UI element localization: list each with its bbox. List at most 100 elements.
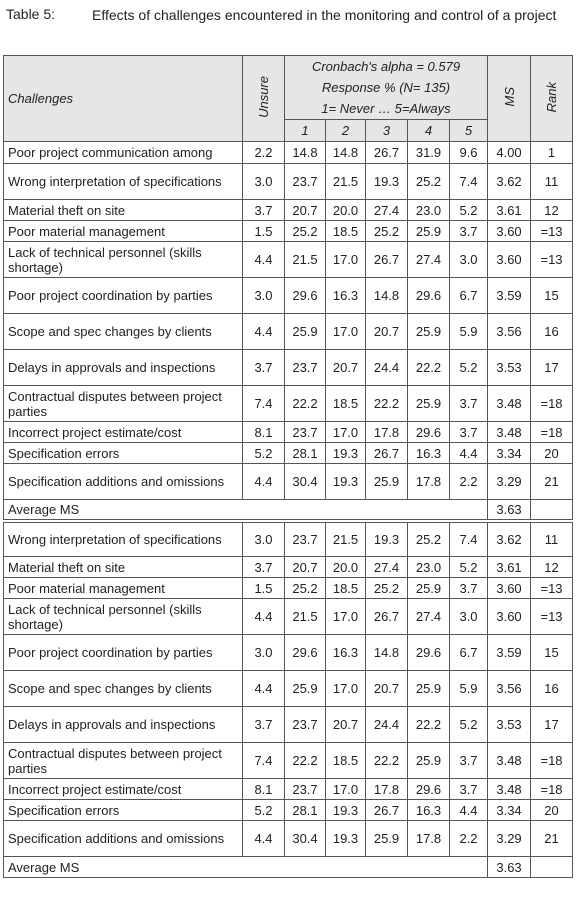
cell: =18 <box>530 421 574 443</box>
cell: 9.6 <box>448 141 489 164</box>
cell: 3.62 <box>487 163 532 200</box>
challenge-text: Poor project communication among parties <box>8 145 213 163</box>
cell: 27.4 <box>407 241 450 278</box>
cell: 3.0 <box>448 241 489 278</box>
table-row: Contractual disputes between project par… <box>3 742 574 779</box>
challenge-text: Lack of technical personnel (skills shor… <box>8 244 202 275</box>
header-cell: Unsure <box>242 55 285 142</box>
cell: 5.2 <box>448 706 489 743</box>
cell: 20.7 <box>365 313 408 350</box>
cell: 25.9 <box>284 670 326 707</box>
cell: 3.7 <box>242 349 285 386</box>
challenge-text: Delays in approvals and inspections <box>8 360 216 375</box>
cell: 8.1 <box>242 778 285 800</box>
cell: 25.9 <box>407 670 450 707</box>
cell: 3.0 <box>242 518 285 557</box>
cell: 29.6 <box>407 277 450 314</box>
cell: Material theft on site <box>3 556 243 578</box>
cell: 17 <box>530 349 574 386</box>
cell: 3.7 <box>242 556 285 578</box>
cell: Lack of technical personnel (skills shor… <box>3 598 243 635</box>
cell: 4.4 <box>242 463 285 500</box>
cell: 4.4 <box>242 598 285 635</box>
header-text: Unsure <box>256 76 271 118</box>
cell: 14.8 <box>365 277 408 314</box>
cell: 21.5 <box>284 598 326 635</box>
cell: 2.2 <box>448 463 489 500</box>
cell: Contractual disputes between project par… <box>3 385 243 422</box>
cell: 3.7 <box>448 385 489 422</box>
cell: 1 <box>530 141 574 164</box>
cell: 28.1 <box>284 799 326 821</box>
header-text: MS <box>501 87 517 107</box>
cell: 25.2 <box>365 220 408 242</box>
cell: 3.48 <box>487 385 532 422</box>
header-text: 1= Never … 5=Always <box>321 101 451 116</box>
cell <box>530 499 574 521</box>
table-row: Incorrect project estimate/cost 8.1 23.7 17… <box>3 421 574 443</box>
cell: Material theft on site <box>3 199 243 221</box>
cell: =13 <box>530 577 574 599</box>
challenge-text: Material theft on site <box>8 202 126 218</box>
cell: 20 <box>530 799 574 821</box>
cell: 3.60 <box>487 577 532 599</box>
table-row: Specification errors 5.2 28.1 19.3 26.7 16.3 4… <box>3 799 574 821</box>
cell: 3.0 <box>448 598 489 635</box>
cell: 17 <box>530 706 574 743</box>
header-cell: Rank <box>530 55 574 142</box>
cell: 5.2 <box>448 199 489 221</box>
cell: 17.0 <box>325 241 366 278</box>
cell: 26.7 <box>365 598 408 635</box>
cell: 4.4 <box>448 442 489 464</box>
table-row: Poor material management 1.5 25.2 18.5 25.2 2… <box>3 220 574 242</box>
cell: 22.2 <box>365 742 408 779</box>
cell: 3.7 <box>448 577 489 599</box>
cell: 7.4 <box>448 163 489 200</box>
cell: 31.9 <box>407 141 450 164</box>
header-cell: 1 <box>284 119 326 142</box>
cell: 17.0 <box>325 778 366 800</box>
table-section: Wrong interpretation of specifications 3.… <box>2 518 574 878</box>
cell: 24.4 <box>365 706 408 743</box>
cell: 19.3 <box>365 518 408 557</box>
cell: 16.3 <box>407 442 450 464</box>
cell: 22.2 <box>284 385 326 422</box>
caption-label: Table 5: <box>6 6 56 22</box>
cell: 27.4 <box>365 556 408 578</box>
cell: 18.5 <box>325 220 366 242</box>
cell: 18.5 <box>325 577 366 599</box>
cell: 26.7 <box>365 241 408 278</box>
cell: 26.7 <box>365 141 408 164</box>
cell: 6.7 <box>448 634 489 671</box>
table-row: Delays in approvals and inspections 3.7 23… <box>3 349 574 386</box>
cell: 5.2 <box>448 556 489 578</box>
table-row: Scope and spec changes by clients 4.4 25.9… <box>3 313 574 350</box>
cell: Specification errors <box>3 799 243 821</box>
cell: Wrong interpretation of specifications <box>3 518 243 557</box>
cell: 14.8 <box>365 634 408 671</box>
header-text: Rank <box>544 81 560 113</box>
cell: Average MS <box>2 856 489 878</box>
table-row: Lack of technical personnel (skills shor… <box>3 241 574 278</box>
cell: =13 <box>530 220 574 242</box>
cell: 21 <box>530 463 574 500</box>
cell: 7.4 <box>242 385 285 422</box>
cell: 12 <box>530 556 574 578</box>
cell: 25.9 <box>407 220 450 242</box>
header-row: Challenges Unsure Cronbach's alpha = 0.5… <box>3 55 574 142</box>
cell: 4.4 <box>242 241 285 278</box>
challenge-text: Lack of technical personnel (skills shor… <box>8 601 202 632</box>
cell: 3.0 <box>242 634 285 671</box>
table-row: Incorrect project estimate/cost 8.1 23.7 17… <box>3 778 574 800</box>
cell: 23.7 <box>284 163 326 200</box>
cell: 20.7 <box>284 199 326 221</box>
table-row: Contractual disputes between project par… <box>3 385 574 422</box>
cell: 21.5 <box>284 241 326 278</box>
challenge-text: Contractual disputes between project par… <box>8 388 222 419</box>
cell: Poor project communication among parties <box>3 141 243 164</box>
cell: Delays in approvals and inspections <box>3 349 243 386</box>
header-cell: Cronbach's alpha = 0.579 Response % (N= … <box>283 55 489 120</box>
cell: 5.2 <box>242 799 285 821</box>
cell: 3.29 <box>487 463 532 500</box>
